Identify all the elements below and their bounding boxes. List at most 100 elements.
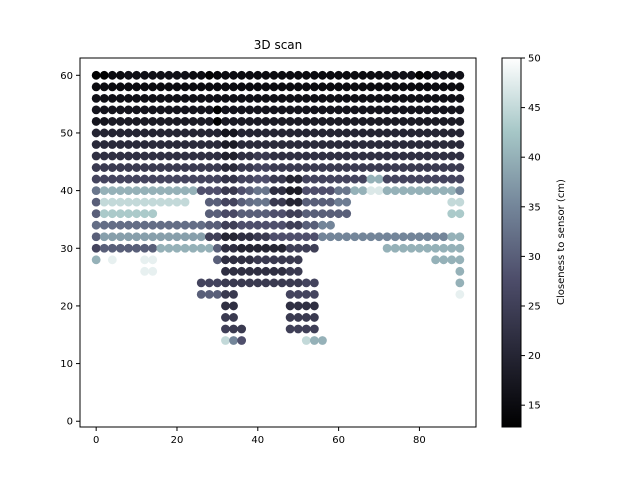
scatter-point: [204, 174, 214, 184]
scatter-point: [277, 163, 287, 172]
scatter-point: [293, 197, 303, 207]
scatter-point: [318, 232, 327, 242]
scatter-point: [229, 289, 238, 299]
scatter-point: [358, 105, 368, 115]
scatter-point: [253, 278, 263, 288]
scatter-point: [212, 117, 222, 126]
scatter-point: [261, 151, 271, 161]
scatter-point: [309, 105, 319, 115]
scatter-point: [204, 151, 214, 161]
scatter-point: [107, 174, 117, 184]
scatter-point: [334, 93, 344, 103]
scatter-point: [406, 163, 416, 172]
scatter-point: [91, 220, 101, 230]
scatter-point: [309, 151, 319, 161]
scatter-point: [253, 220, 263, 230]
scatter-point: [148, 70, 158, 80]
scatter-point: [415, 151, 424, 161]
scatter-point: [229, 70, 238, 80]
scatter-point: [221, 232, 230, 242]
scatter-point: [318, 209, 327, 219]
scatter-point: [204, 243, 214, 253]
scatter-point: [455, 163, 465, 172]
scatter-point: [326, 197, 335, 207]
scatter-point: [180, 140, 190, 149]
scatter-point: [107, 255, 117, 265]
scatter-point: [99, 197, 109, 207]
scatter-point: [455, 232, 465, 242]
scatter-point: [140, 151, 150, 161]
scatter-point: [212, 278, 222, 288]
scatter-point: [334, 174, 344, 184]
scatter-point: [374, 128, 384, 138]
scatter-point: [221, 151, 230, 161]
scatter-point: [390, 163, 400, 172]
scatter-point: [180, 186, 190, 196]
scatter-point: [253, 209, 263, 219]
scatter-point: [237, 232, 247, 242]
scatter-point: [455, 140, 465, 149]
scatter-point: [431, 128, 440, 138]
x-tick-label: 20: [171, 435, 184, 446]
scatter-point: [229, 140, 238, 149]
scatter-point: [245, 174, 255, 184]
scatter-point: [107, 128, 117, 138]
scatter-point: [269, 128, 279, 138]
scatter-point: [116, 243, 125, 253]
scatter-point: [374, 163, 384, 172]
scatter-point: [342, 128, 352, 138]
scatter-point: [221, 266, 230, 276]
scatter-point: [156, 220, 166, 230]
scatter-point: [334, 151, 344, 161]
scatter-point: [277, 278, 287, 288]
scatter-point: [212, 105, 222, 115]
scatter-point: [253, 186, 263, 196]
scatter-point: [415, 163, 424, 172]
scatter-point: [204, 82, 214, 92]
scatter-point: [180, 82, 190, 92]
scatter-point: [342, 232, 352, 242]
scatter-point: [253, 82, 263, 92]
scatter-point: [439, 128, 449, 138]
scatter-point: [132, 105, 141, 115]
scatter-point: [116, 70, 125, 80]
scatter-point: [221, 313, 230, 322]
scatter-point: [431, 186, 440, 196]
scatter-point: [406, 243, 416, 253]
scatter-point: [301, 186, 311, 196]
scatter-point: [447, 151, 457, 161]
scatter-point: [229, 324, 238, 334]
scatter-point: [439, 174, 449, 184]
scatter-point: [148, 220, 158, 230]
scatter-point: [116, 105, 125, 115]
scatter-point: [237, 174, 247, 184]
scatter-point: [148, 82, 158, 92]
scatter-point: [309, 232, 319, 242]
scatter-point: [172, 82, 182, 92]
scatter-point: [431, 174, 440, 184]
colorbar-tick-label: 35: [528, 202, 541, 213]
scatter-point: [342, 209, 352, 219]
scatter-point: [366, 70, 376, 80]
scatter-point: [188, 163, 198, 172]
scatter-point: [140, 163, 150, 172]
scatter-point: [406, 117, 416, 126]
scatter-point: [99, 220, 109, 230]
scatter-point: [318, 174, 327, 184]
scatter-point: [431, 163, 440, 172]
scatter-point: [455, 128, 465, 138]
scatter-point: [237, 266, 247, 276]
scatter-point: [309, 163, 319, 172]
scatter-point: [309, 301, 319, 311]
scatter-point: [326, 186, 335, 196]
scatter-point: [342, 163, 352, 172]
scatter-point: [196, 70, 206, 80]
colorbar-tick-label: 40: [528, 153, 541, 164]
scatter-point: [148, 197, 158, 207]
scatter-point: [148, 128, 158, 138]
scatter-point: [309, 209, 319, 219]
scatter-point: [350, 128, 360, 138]
scatter-point: [309, 93, 319, 103]
scatter-point: [196, 232, 206, 242]
scatter-point: [455, 255, 465, 265]
